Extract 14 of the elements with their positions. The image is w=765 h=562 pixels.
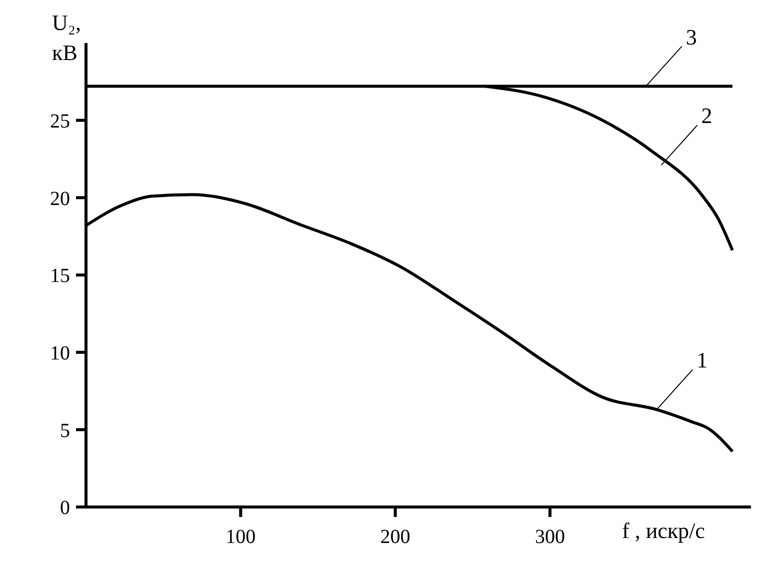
x-tick-label: 300 [534, 526, 565, 548]
y-axis-title: U₂, кВ [52, 9, 82, 67]
y-tick-label: 25 [50, 110, 70, 132]
x-axis-title: f , искр/с [622, 518, 705, 544]
x-tick-label: 100 [226, 526, 256, 548]
annotation: 3 [686, 24, 697, 50]
y-tick-label: 5 [60, 420, 70, 442]
y-tick-label: 0 [60, 497, 70, 520]
annotation: 2 [701, 103, 712, 128]
y-tick-label: 10 [50, 342, 70, 364]
annotation: 1 [696, 348, 708, 373]
y-tick-label: 15 [50, 265, 70, 288]
x-tick-label: 200 [380, 526, 410, 548]
y-tick-label: 20 [50, 188, 70, 210]
